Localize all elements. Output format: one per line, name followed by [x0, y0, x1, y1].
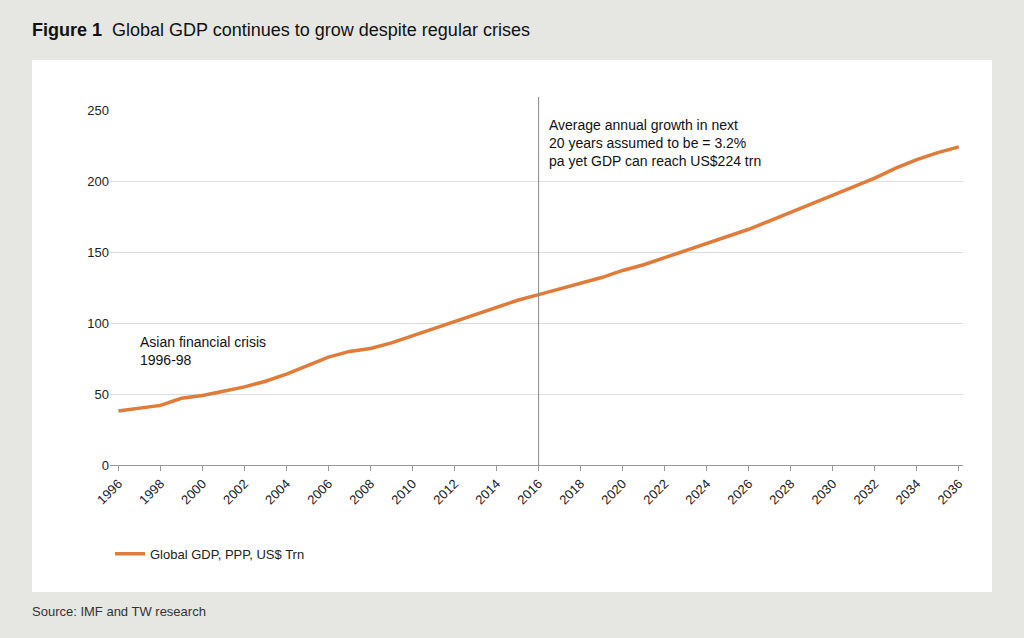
svg-text:Asian financial crisis1996-98: Asian financial crisis1996-98	[140, 334, 266, 368]
svg-text:2006: 2006	[304, 476, 335, 507]
svg-text:2020: 2020	[598, 476, 629, 507]
svg-text:2016: 2016	[514, 476, 545, 507]
svg-text:150: 150	[87, 245, 109, 260]
svg-text:2030: 2030	[808, 476, 839, 507]
svg-text:Global GDP, PPP, US$ Trn: Global GDP, PPP, US$ Trn	[150, 547, 304, 562]
svg-text:100: 100	[87, 316, 109, 331]
svg-text:Average annual growth in next2: Average annual growth in next20 years as…	[549, 117, 761, 169]
svg-text:2002: 2002	[220, 476, 251, 507]
svg-text:1998: 1998	[136, 476, 167, 507]
svg-text:2022: 2022	[640, 476, 671, 507]
html-text:Figure 1 Global GDP continues: Figure 1 Global GDP continues to grow de…	[32, 20, 530, 40]
svg-text:2018: 2018	[556, 476, 587, 507]
svg-text:2034: 2034	[892, 476, 923, 507]
svg-text:2024: 2024	[682, 476, 713, 507]
svg-text:2032: 2032	[850, 476, 881, 507]
svg-text:2010: 2010	[388, 476, 419, 507]
svg-text:200: 200	[87, 174, 109, 189]
svg-text:2014: 2014	[472, 476, 503, 507]
svg-text:2028: 2028	[766, 476, 797, 507]
svg-text:2004: 2004	[262, 476, 293, 507]
svg-text:2008: 2008	[346, 476, 377, 507]
svg-text:0: 0	[102, 458, 109, 473]
html-text:Source: IMF and TW research: Source: IMF and TW research	[32, 604, 206, 619]
svg-text:1996: 1996	[94, 476, 125, 507]
svg-text:2026: 2026	[724, 476, 755, 507]
svg-text:50: 50	[95, 387, 109, 402]
svg-text:2000: 2000	[178, 476, 209, 507]
svg-text:2036: 2036	[934, 476, 965, 507]
svg-text:250: 250	[87, 103, 109, 118]
svg-text:2012: 2012	[430, 476, 461, 507]
